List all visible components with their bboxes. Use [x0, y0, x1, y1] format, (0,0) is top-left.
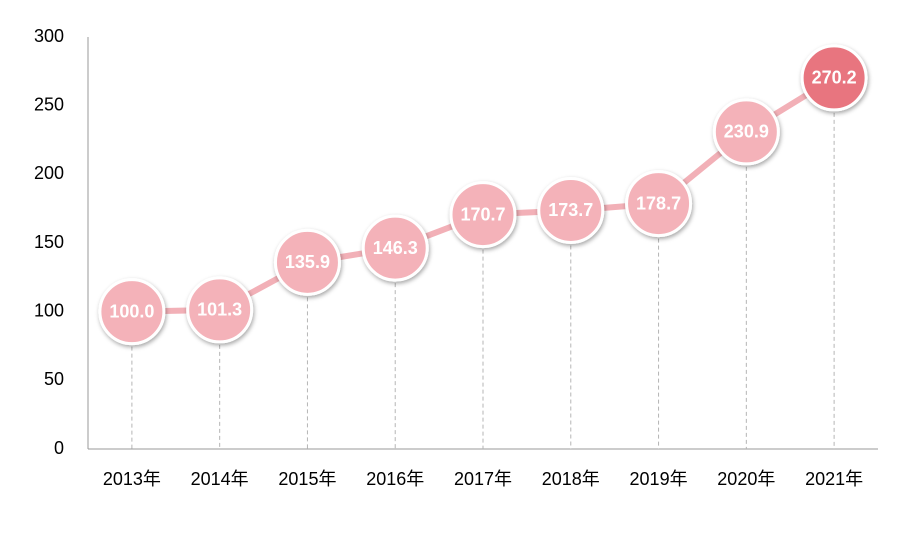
x-tick-label: 2020年: [717, 469, 775, 489]
marker: [537, 176, 605, 244]
y-tick-label: 150: [34, 232, 64, 252]
y-tick-label: 250: [34, 94, 64, 114]
value-label: 101.3: [197, 300, 242, 320]
x-tick-label: 2013年: [103, 469, 161, 489]
marker: [449, 181, 517, 249]
y-tick-label: 200: [34, 163, 64, 183]
value-label: 230.9: [724, 122, 769, 142]
value-label: 100.0: [109, 301, 154, 321]
marker: [186, 276, 254, 344]
x-tick-label: 2015年: [278, 469, 336, 489]
x-tick-label: 2016年: [366, 469, 424, 489]
marker: [712, 98, 780, 166]
marker: [98, 278, 166, 346]
marker: [625, 170, 693, 238]
value-label: 270.2: [812, 68, 857, 88]
y-tick-label: 300: [34, 26, 64, 46]
x-tick-label: 2019年: [630, 469, 688, 489]
y-tick-label: 50: [44, 369, 64, 389]
value-label: 135.9: [285, 252, 330, 272]
y-tick-label: 100: [34, 300, 64, 320]
value-label: 178.7: [636, 193, 681, 213]
value-label: 146.3: [373, 238, 418, 258]
marker: [361, 214, 429, 282]
value-label: 170.7: [460, 204, 505, 224]
x-tick-label: 2021年: [805, 469, 863, 489]
x-tick-label: 2014年: [191, 469, 249, 489]
y-tick-label: 0: [54, 438, 64, 458]
value-label: 173.7: [548, 200, 593, 220]
x-tick-label: 2017年: [454, 469, 512, 489]
marker: [800, 44, 868, 112]
marker: [273, 228, 341, 296]
x-tick-label: 2018年: [542, 469, 600, 489]
